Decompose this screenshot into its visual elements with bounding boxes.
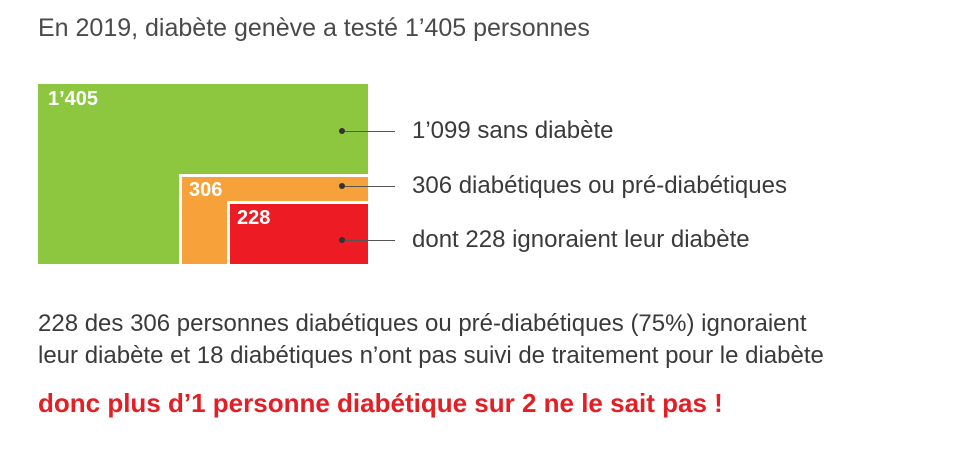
summary-text: 228 des 306 personnes diabétiques ou pré… — [38, 308, 824, 372]
chart-title: En 2019, diabète genève a testé 1’405 pe… — [38, 14, 590, 42]
legend-text-diabetic: 306 diabétiques ou pré-diabétiques — [412, 172, 787, 199]
legend-leader-unaware — [345, 240, 395, 241]
legend-text-no-diabetes: 1’099 sans diabète — [412, 117, 614, 144]
legend-dot-unaware — [339, 237, 345, 243]
legend-leader-diabetic — [345, 186, 395, 187]
legend-dot-diabetic — [339, 183, 345, 189]
legend-leader-total — [345, 131, 395, 132]
summary-line-1: 228 des 306 personnes diabétiques ou pré… — [38, 310, 807, 337]
rect-unaware: 228 — [227, 201, 368, 264]
rect-unaware-label: 228 — [237, 207, 271, 229]
rect-total-label: 1’405 — [48, 88, 99, 110]
summary-line-2: leur diabète et 18 diabétiques n’ont pas… — [38, 342, 824, 369]
rect-diabetic-label: 306 — [189, 179, 223, 201]
legend-text-unaware: dont 228 ignoraient leur diabète — [412, 226, 750, 253]
conclusion-text: donc plus d’1 personne diabétique sur 2 … — [38, 388, 723, 418]
legend-dot-total — [339, 128, 345, 134]
